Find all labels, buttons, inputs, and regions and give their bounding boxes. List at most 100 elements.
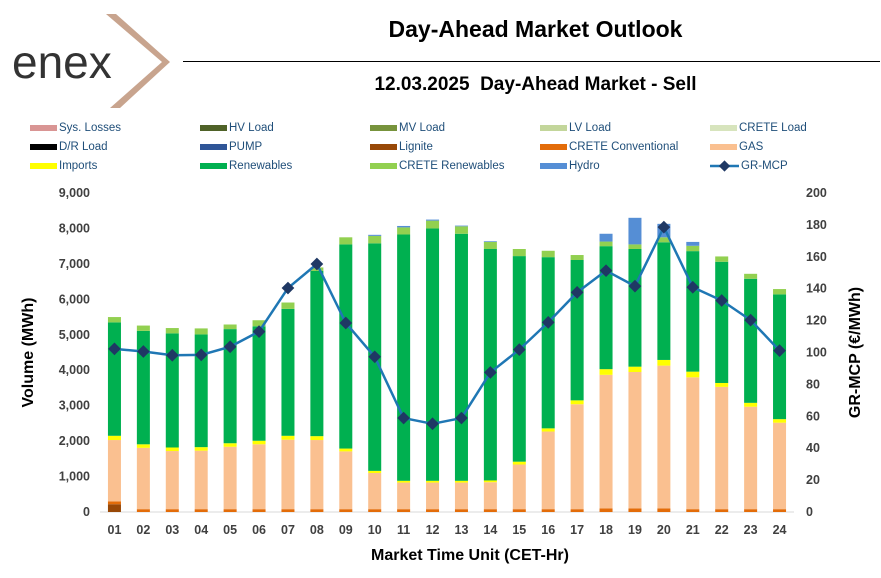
bar-crete-renewables-16 (541, 250, 555, 258)
bar-gas-12 (426, 482, 440, 510)
legend-label: Hydro (569, 160, 600, 172)
gr-mcp-point-03 (165, 348, 179, 362)
bar-crete-renewables-22 (715, 256, 729, 262)
bar-crete-renewables-21 (686, 245, 700, 252)
legend-swatch (540, 125, 567, 131)
y-tick-label: 3,000 (59, 399, 90, 413)
bar-renewables-23 (744, 278, 758, 403)
y2-tick-label: 140 (806, 282, 827, 296)
chart-legend: Sys. Losses HV Load MV Load LV Load CRETE Lo… (30, 119, 880, 175)
bar-renewables-11 (397, 234, 411, 481)
gr-mcp-point-04 (194, 348, 208, 362)
bar-gas-18 (599, 374, 613, 509)
bar-crete-conventional-13 (454, 509, 468, 512)
x-axis-title: Market Time Unit (CET-Hr) (371, 547, 569, 564)
page-subtitle: 12.03.2025 Day-Ahead Market - Sell (374, 74, 697, 95)
x-tick-label: 22 (715, 523, 729, 537)
bar-gas-04 (194, 450, 208, 510)
bar-crete-conventional-15 (512, 509, 526, 512)
bar-renewables-18 (599, 246, 613, 370)
x-tick-label: 09 (339, 523, 353, 537)
bar-renewables-14 (483, 249, 497, 481)
bar-crete-conventional-12 (426, 509, 440, 512)
bar-imports-14 (483, 480, 497, 483)
bar-gas-07 (281, 439, 295, 510)
bar-hydro-19 (628, 217, 642, 245)
bar-imports-04 (194, 447, 208, 451)
bar-crete-renewables-02 (136, 325, 150, 331)
bar-imports-08 (310, 436, 324, 441)
bar-gas-01 (107, 440, 121, 502)
bar-crete-conventional-16 (541, 509, 555, 512)
gr-mcp-point-09 (339, 316, 353, 330)
bar-gas-13 (454, 482, 468, 510)
y2-tick-label: 100 (806, 346, 827, 360)
y2-tick-label: 20 (806, 473, 820, 487)
y-tick-label: 8,000 (59, 221, 90, 235)
bar-imports-21 (686, 371, 700, 378)
bar-crete-conventional-04 (194, 509, 208, 512)
bar-renewables-20 (657, 242, 671, 360)
bar-imports-15 (512, 461, 526, 465)
bar-gas-03 (165, 451, 179, 510)
title-divider (183, 61, 880, 62)
bar-crete-renewables-17 (570, 255, 584, 260)
gr-mcp-point-08 (310, 257, 324, 271)
bar-crete-renewables-13 (454, 226, 468, 234)
y-tick-label: 0 (83, 505, 90, 519)
bar-hydro-18 (599, 233, 613, 242)
legend-item-gr-mcp: GR-MCP (710, 157, 788, 175)
bar-imports-18 (599, 369, 613, 375)
bar-imports-22 (715, 382, 729, 387)
bar-crete-renewables-19 (628, 244, 642, 250)
legend-item-lignite: Lignite (370, 138, 433, 156)
legend-label: GAS (739, 141, 764, 153)
legend-item-imports: Imports (30, 157, 97, 175)
y2-tick-label: 60 (806, 409, 820, 423)
x-tick-label: 01 (108, 523, 122, 537)
y2-tick-label: 180 (806, 218, 827, 232)
gr-mcp-point-10 (368, 350, 382, 364)
x-tick-label: 03 (165, 523, 179, 537)
bar-crete-renewables-01 (107, 317, 121, 323)
legend-swatch (30, 144, 57, 150)
legend-item-sys-losses: Sys. Losses (30, 119, 121, 137)
x-tick-label: 06 (252, 523, 266, 537)
y2-tick-label: 80 (806, 377, 820, 391)
bar-crete-renewables-24 (773, 289, 787, 295)
legend-item-pump: PUMP (200, 138, 262, 156)
legend-swatch (30, 163, 57, 169)
bar-crete-conventional-08 (310, 509, 324, 512)
bar-hydro-21 (686, 241, 700, 246)
bar-renewables-09 (339, 244, 353, 449)
x-tick-label: 14 (483, 523, 497, 537)
bar-gas-16 (541, 431, 555, 510)
bar-crete-renewables-20 (657, 237, 671, 243)
bar-gas-09 (339, 451, 353, 510)
bar-imports-17 (570, 400, 584, 405)
y-tick-label: 6,000 (59, 292, 90, 306)
logo-text: enex (12, 36, 112, 88)
bar-renewables-06 (252, 326, 266, 441)
legend-swatch (710, 125, 737, 131)
bar-crete-renewables-11 (397, 227, 411, 235)
bar-crete-conventional-23 (744, 509, 758, 512)
bar-hydro-10 (368, 234, 382, 236)
bar-gas-17 (570, 404, 584, 510)
x-tick-label: 11 (397, 523, 410, 537)
legend-label: MV Load (399, 122, 446, 134)
legend-label: CRETE Renewables (399, 160, 505, 172)
legend-item-hv-load: HV Load (200, 119, 274, 137)
y2-tick-label: 160 (806, 250, 827, 264)
bar-hydro-12 (426, 219, 440, 221)
bar-renewables-13 (454, 233, 468, 481)
bar-gas-24 (773, 422, 787, 510)
bar-imports-02 (136, 444, 150, 448)
bar-renewables-12 (426, 228, 440, 481)
bar-renewables-19 (628, 249, 642, 367)
gr-mcp-point-14 (484, 366, 497, 379)
legend-item-gas: GAS (710, 138, 763, 156)
x-tick-label: 17 (570, 523, 584, 537)
legend-item-lv-load: LV Load (540, 119, 611, 137)
legend-swatch (370, 144, 397, 150)
